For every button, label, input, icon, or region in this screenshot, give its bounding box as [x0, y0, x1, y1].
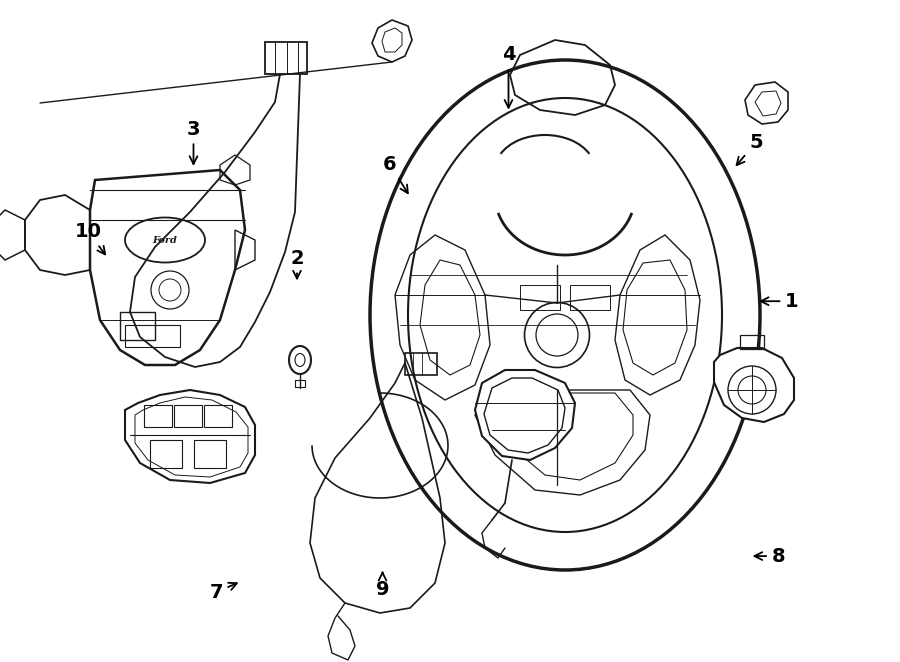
- Text: 7: 7: [210, 583, 237, 602]
- Text: 3: 3: [187, 120, 201, 164]
- Bar: [405, 353, 437, 375]
- Bar: [125, 325, 180, 347]
- Text: 6: 6: [382, 155, 408, 193]
- Polygon shape: [90, 170, 245, 365]
- Text: 5: 5: [736, 133, 763, 165]
- Text: 2: 2: [290, 249, 304, 279]
- Bar: [570, 285, 610, 310]
- Text: 9: 9: [376, 573, 390, 598]
- Polygon shape: [475, 370, 575, 460]
- Bar: [194, 440, 226, 468]
- Text: 8: 8: [754, 547, 786, 565]
- Bar: [740, 335, 764, 349]
- Polygon shape: [714, 348, 794, 422]
- Bar: [174, 405, 202, 427]
- Text: Ford: Ford: [153, 236, 177, 244]
- Bar: [144, 405, 172, 427]
- Bar: [120, 312, 155, 340]
- Bar: [295, 380, 305, 387]
- Bar: [150, 440, 182, 468]
- Text: 10: 10: [75, 222, 105, 254]
- Bar: [204, 405, 232, 427]
- Bar: [520, 285, 560, 310]
- Polygon shape: [125, 390, 255, 483]
- Text: 4: 4: [501, 46, 516, 108]
- Bar: [265, 42, 307, 74]
- Text: 1: 1: [760, 292, 799, 310]
